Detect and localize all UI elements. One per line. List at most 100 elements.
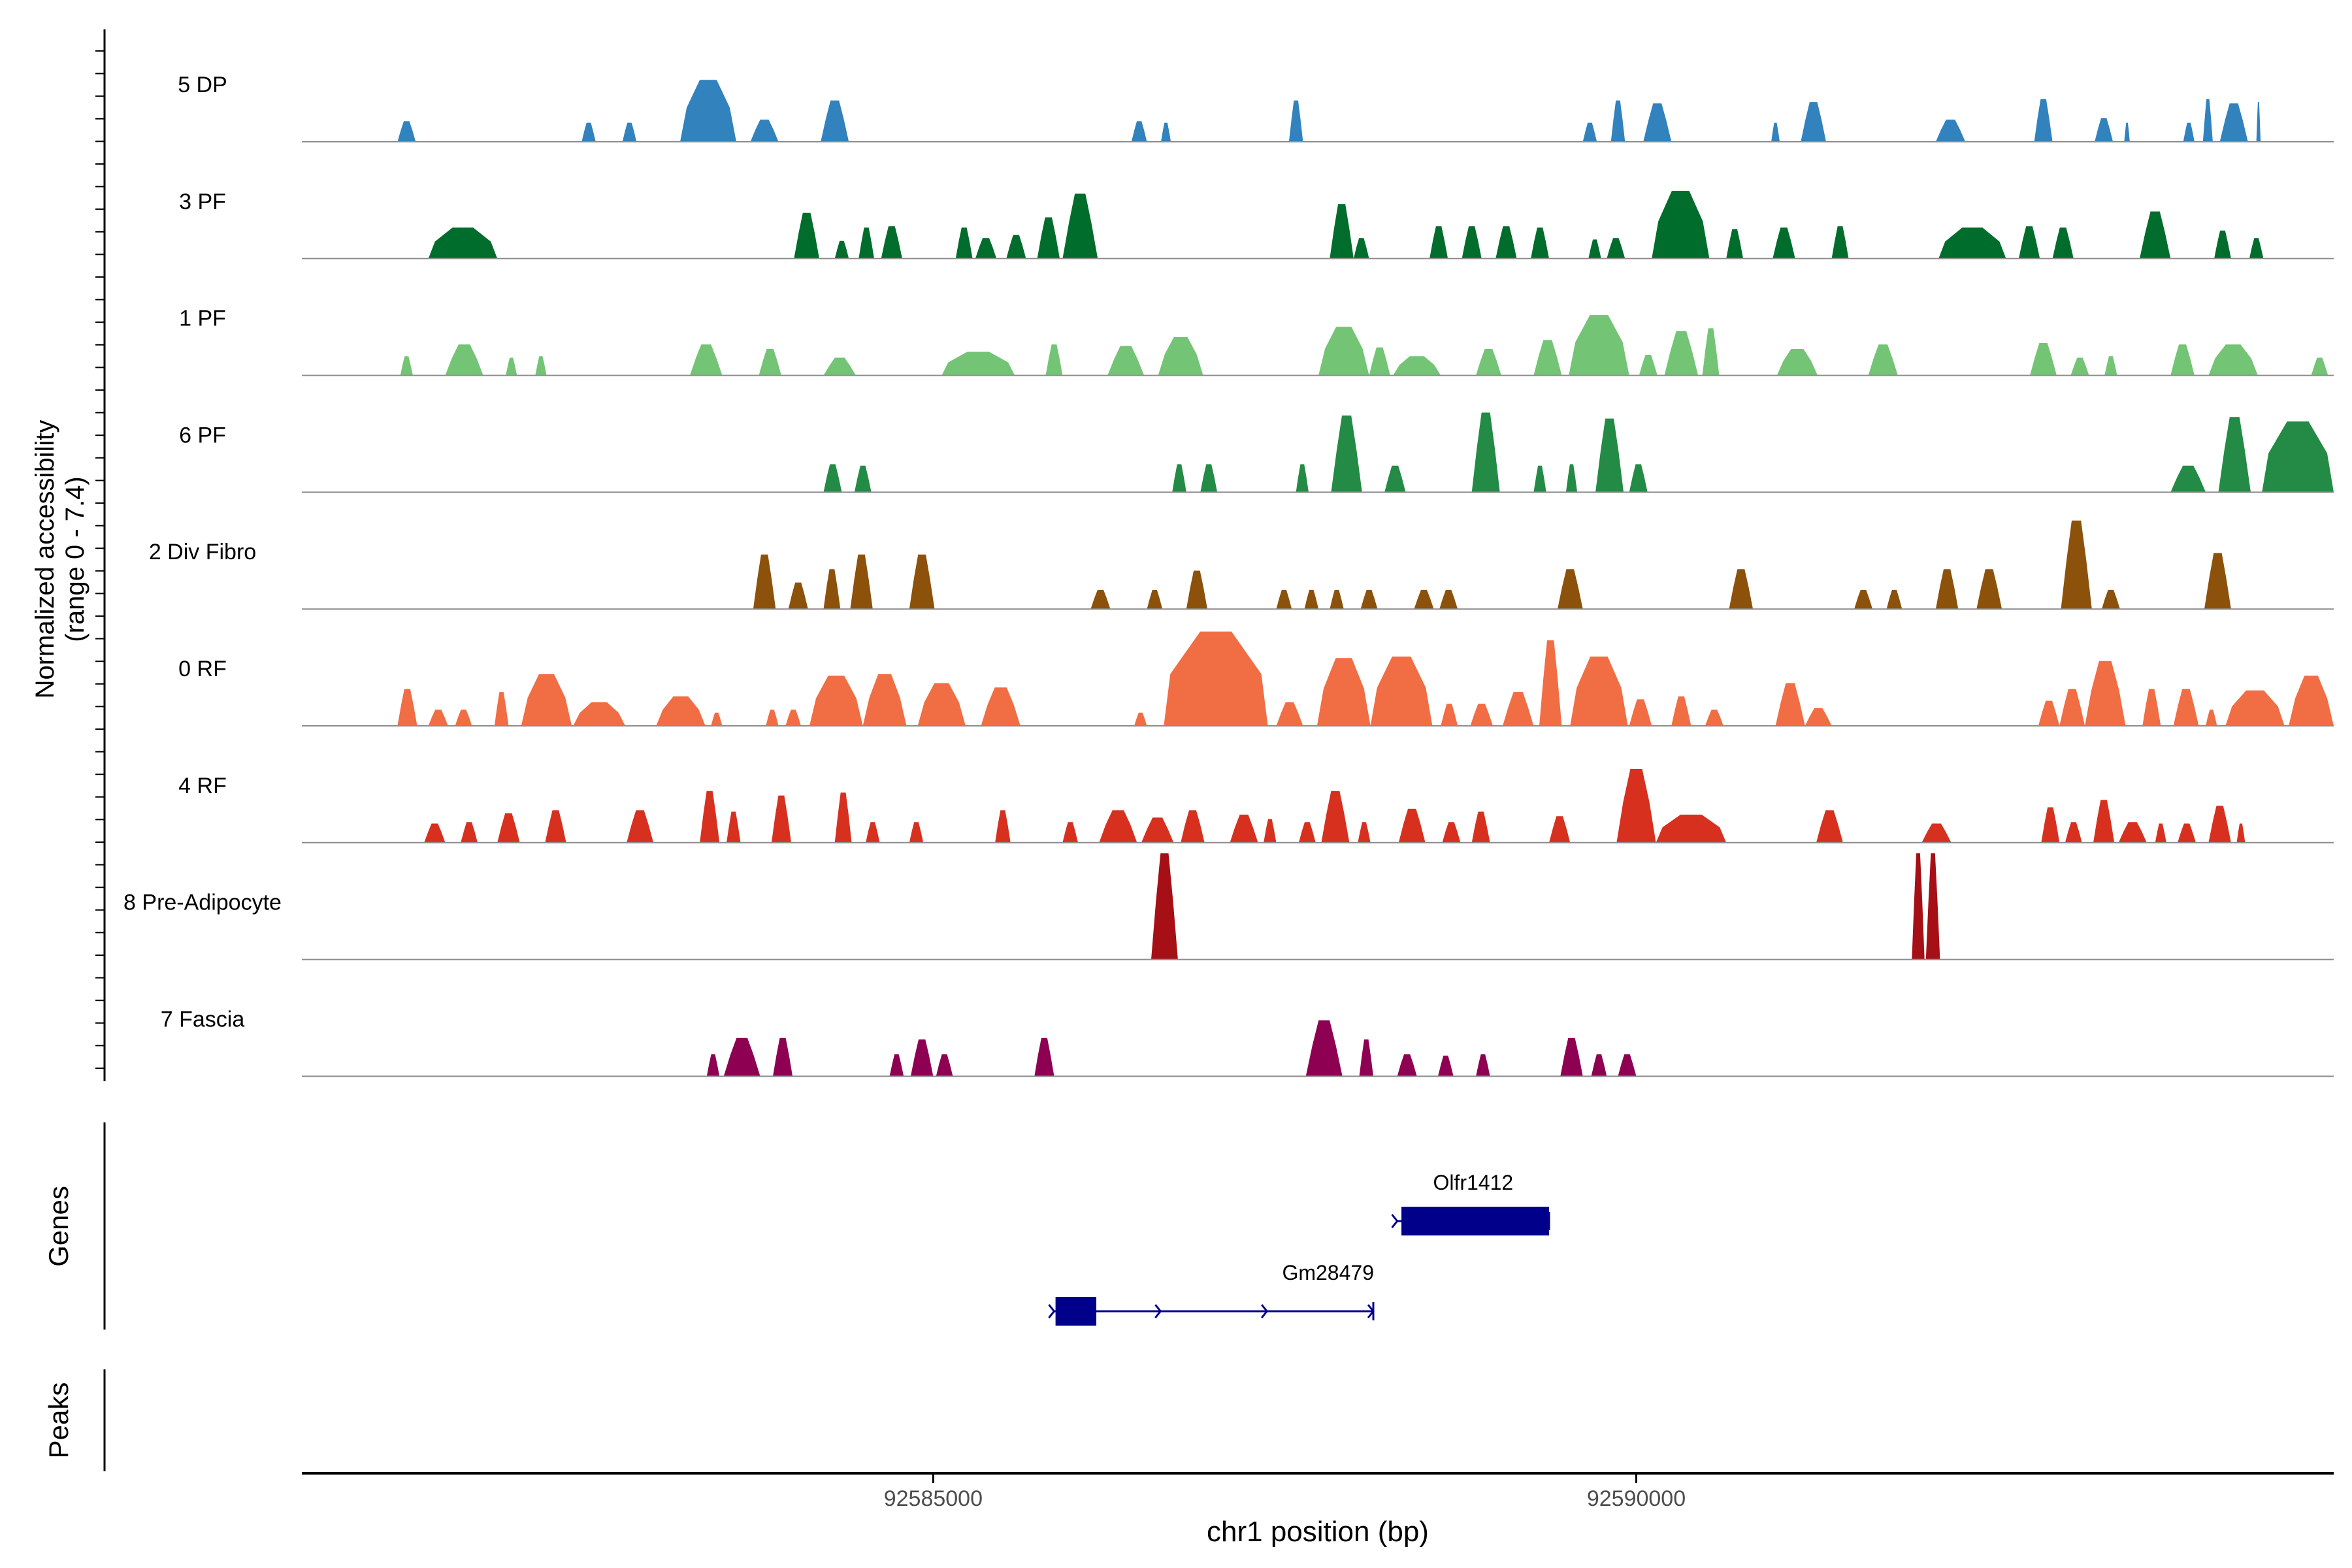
coverage-peak — [823, 464, 842, 493]
coverage-peak — [1296, 464, 1309, 493]
coverage-peak — [1181, 810, 1205, 843]
track-label: 2 Div Fibro — [149, 540, 256, 564]
coverage-peak — [2041, 807, 2060, 843]
coverage-peak — [1831, 226, 1849, 259]
coverage-peak — [2178, 823, 2197, 843]
coverage-peak — [955, 227, 973, 259]
coverage-peak — [2202, 99, 2213, 142]
coverage-peak — [711, 712, 723, 726]
coverage-peak — [2256, 102, 2261, 142]
coverage-peak — [2219, 103, 2248, 142]
coverage-peak — [2311, 357, 2328, 376]
coverage-peak — [1771, 122, 1780, 142]
coverage-peak — [1369, 347, 1390, 376]
coverage-peak — [1582, 122, 1597, 142]
coverage-peak — [1629, 699, 1652, 726]
coverage-peak — [2124, 122, 2130, 142]
coverage-peak — [2208, 344, 2258, 376]
coverage-peak — [1531, 227, 1549, 259]
coverage-peak — [2030, 343, 2057, 376]
track-5-dp: 5 DP — [178, 73, 2334, 142]
track-label: 8 Pre-Adipocyte — [123, 890, 282, 915]
coverage-peak — [706, 1054, 720, 1077]
gene-olfr1412: Olfr1412 — [1391, 1171, 1550, 1235]
gene-exon — [1055, 1297, 1097, 1326]
track-label: 5 DP — [178, 73, 227, 97]
coverage-peak — [1147, 589, 1163, 610]
coverage-peak — [858, 227, 874, 259]
coverage-peak — [1353, 238, 1369, 259]
coverage-peak — [1591, 1054, 1607, 1077]
coverage-peak — [2289, 676, 2334, 726]
x-tick-label: 92585000 — [884, 1486, 983, 1511]
coverage-peak — [2118, 822, 2147, 843]
coverage-peak — [909, 822, 924, 843]
coverage-peak — [680, 80, 736, 142]
coverage-peak — [506, 357, 517, 376]
track-label: 6 PF — [179, 423, 226, 448]
coverage-peak — [445, 344, 483, 376]
coverage-peak — [1533, 465, 1546, 493]
strand-arrow — [1048, 1304, 1056, 1318]
coverage-peak — [1360, 589, 1378, 610]
coverage-peak — [881, 226, 902, 259]
coverage-peak — [2170, 465, 2206, 493]
coverage-peak — [397, 689, 417, 726]
x-axis-ticks: 92585000 92590000 — [884, 1473, 1686, 1511]
coverage-peak — [1569, 315, 1629, 376]
coverage-peak — [1316, 658, 1371, 726]
coverage-peak — [2101, 589, 2120, 610]
coverage-peak — [521, 674, 572, 726]
coverage-peak — [1358, 822, 1371, 843]
coverage-peak — [1006, 235, 1026, 259]
coverage-peak — [1045, 344, 1063, 376]
coverage-peak — [2070, 357, 2089, 376]
coverage-peak — [821, 100, 849, 142]
coverage-peak — [1976, 569, 2002, 610]
coverage-peak — [862, 674, 907, 726]
coverage-peak — [1476, 1054, 1490, 1077]
coverage-peak — [1397, 1054, 1417, 1077]
coverage-peak — [690, 344, 723, 376]
coverage-peak — [2262, 421, 2334, 493]
strand-arrow — [1467, 1214, 1475, 1228]
coverage-peak — [1868, 344, 1898, 376]
coverage-peak — [1801, 102, 1826, 142]
coverage-peak — [2034, 99, 2053, 142]
coverage-peak — [1288, 100, 1303, 142]
strand-arrow — [1154, 1304, 1162, 1318]
coverage-peak — [1652, 191, 1710, 259]
coverage-peak — [1470, 704, 1493, 726]
coverage-peak — [1925, 853, 1940, 960]
coverage-peak — [1330, 589, 1344, 610]
coverage-peak — [1062, 193, 1098, 259]
coverage-peak — [428, 710, 448, 726]
coverage-peak — [1414, 589, 1434, 610]
coverage-tracks: 5 DP 3 PF 1 PF 6 PF 2 Div Fibro 0 RF 4 RF 8 Pre… — [123, 73, 2334, 1077]
coverage-peak — [1664, 331, 1699, 376]
coverage-peak — [834, 792, 852, 843]
coverage-peak — [2204, 553, 2231, 610]
coverage-peak — [1305, 1020, 1343, 1077]
coverage-y-axis — [95, 29, 106, 1081]
coverage-peak — [975, 238, 997, 259]
coverage-peak — [2038, 700, 2060, 726]
coverage-peak — [1264, 819, 1277, 843]
coverage-peak — [1935, 569, 1959, 610]
track-3-pf: 3 PF — [179, 189, 2334, 259]
coverage-peak — [910, 1039, 934, 1077]
coverage-peak — [1629, 464, 1648, 493]
gene-annotation-track: Olfr1412 Gm28479 — [1048, 1171, 1550, 1326]
coverage-peak — [2173, 689, 2199, 726]
gene-label: Gm28479 — [1282, 1261, 1374, 1284]
coverage-peak — [823, 569, 841, 610]
coverage-peak — [2140, 211, 2171, 259]
coverage-peak — [723, 1037, 760, 1077]
coverage-peak — [2061, 520, 2092, 610]
coverage-peak — [1607, 238, 1625, 259]
coverage-peak — [1200, 464, 1218, 493]
coverage-peak — [1588, 239, 1601, 259]
coverage-peak — [2052, 227, 2074, 259]
coverage-peak — [1805, 708, 1832, 726]
coverage-peak — [753, 554, 776, 610]
